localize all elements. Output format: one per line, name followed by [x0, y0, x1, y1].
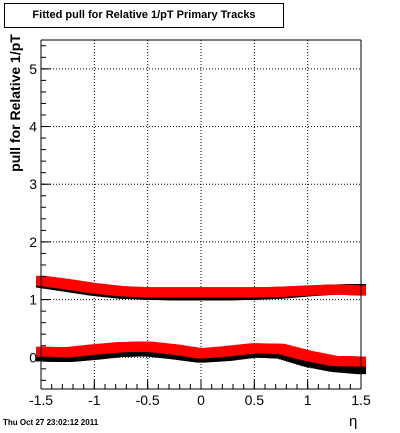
x-tick-label: 0: [197, 392, 205, 408]
grid-layer: [41, 40, 361, 389]
x-tick-label: -0.5: [136, 392, 160, 408]
x-tick-label: 1: [304, 392, 312, 408]
y-tick-label: 5: [29, 61, 37, 77]
y-tick-label: 0: [29, 349, 37, 365]
x-tick-label: 1.5: [351, 392, 371, 408]
y-tick-label: 2: [29, 234, 37, 250]
x-tick-label: -1.5: [29, 392, 53, 408]
y-tick-label: 1: [29, 292, 37, 308]
y-tick-label: 4: [29, 119, 37, 135]
tick-label-layer: -1.5 -1 -0.5 0 0.5 1 1.5 0 1 2 3 4 5: [29, 61, 371, 408]
timestamp: Thu Oct 27 23:02:12 2011: [3, 418, 99, 427]
y-axis-label: pull for Relative 1/pT: [7, 34, 23, 172]
axes-layer: [40, 39, 362, 390]
chart-title: Fitted pull for Relative 1/pT Primary Tr…: [32, 9, 256, 21]
data-layer: [36, 275, 366, 375]
x-tick-label: 0.5: [245, 392, 265, 408]
x-tick-label: -1: [88, 392, 101, 408]
chart-title-box: Fitted pull for Relative 1/pT Primary Tr…: [4, 3, 284, 28]
y-tick-label: 3: [29, 176, 37, 192]
x-axis-label: η: [349, 413, 358, 430]
